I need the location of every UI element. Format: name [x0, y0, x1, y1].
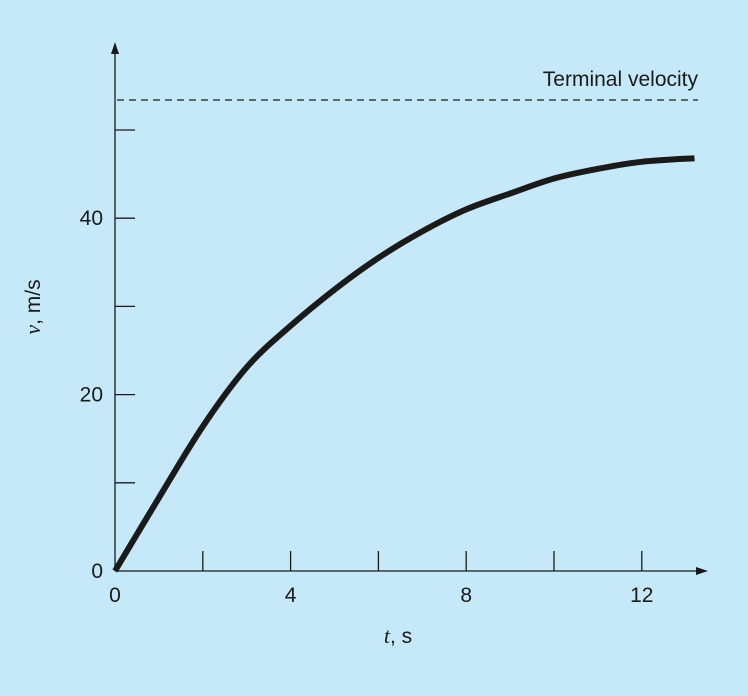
y-tick-label: 40 — [80, 207, 103, 230]
x-tick-label: 0 — [109, 584, 121, 607]
y-axis-title: v, m/s — [20, 279, 45, 334]
y-axis-variable: v — [20, 325, 45, 335]
x-axis-title: t, s — [384, 623, 412, 648]
velocity-curve — [112, 155, 695, 573]
x-tick-label: 4 — [285, 584, 297, 607]
y-tick-label: 20 — [80, 384, 103, 407]
y-axis-unit: , m/s — [22, 279, 45, 325]
x-axis-unit: , s — [390, 625, 412, 648]
x-tick-label: 12 — [630, 584, 653, 607]
y-tick-label: 0 — [91, 560, 103, 583]
x-tick-label: 8 — [460, 584, 472, 607]
x-axis-arrowhead — [696, 567, 708, 575]
terminal-velocity-label: Terminal velocity — [543, 68, 699, 91]
y-axis-arrowhead — [111, 42, 119, 54]
x-axis-variable: t — [384, 623, 391, 648]
plot-area: 0 4 8 12 0 20 40 — [80, 42, 708, 607]
